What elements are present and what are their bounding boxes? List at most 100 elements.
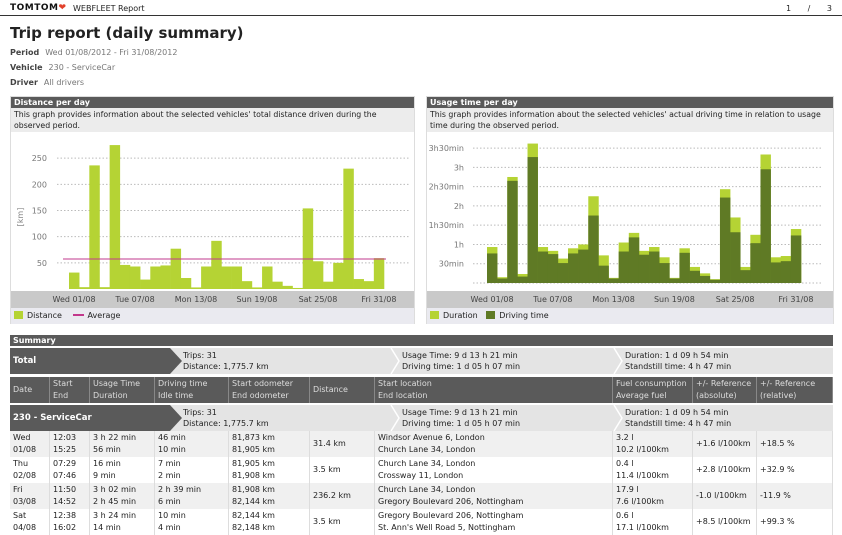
- driving-time-bar: [649, 251, 660, 283]
- y-tick-label: 1h30min: [429, 221, 464, 230]
- distance-bar: [211, 240, 222, 289]
- vehicle-duration-standstill: Duration: 1 d 09 h 54 min Standstill time…: [625, 408, 732, 428]
- vehicle-group-row: 230 - ServiceCar Trips: 31 Distance: 1,77…: [10, 405, 833, 431]
- meta-value: All drivers: [43, 78, 85, 87]
- distance-bar: [190, 287, 202, 289]
- legend-label: Average: [87, 311, 121, 320]
- x-tick-label: Mon 13/08: [592, 295, 635, 304]
- cell-day-date: Thu 02/08: [10, 457, 50, 483]
- summary-header: Summary: [10, 335, 833, 346]
- report-header-bar: TOMTOM❤ WEBFLEET Report 1 / 3: [0, 0, 842, 16]
- distance-bar: [312, 261, 324, 289]
- driving-time-bar: [719, 197, 731, 283]
- legend-swatch-driving: [486, 311, 496, 319]
- usage-chart-panel: Usage time per day This graph provides i…: [426, 96, 834, 324]
- cell-usage-duration: 3 h 22 min 56 min: [90, 431, 155, 457]
- y-tick-label: 2h: [454, 202, 464, 211]
- meta-period: Period Wed 01/08/2012 - Fri 31/08/2012: [10, 48, 177, 57]
- x-tick-label: Wed 01/08: [470, 295, 514, 304]
- legend-swatch-distance: [14, 311, 23, 319]
- meta-label: Vehicle: [10, 63, 43, 72]
- distance-bar: [150, 266, 161, 289]
- x-tick-label: Fri 31/08: [361, 295, 397, 304]
- cell-day-date: Sat 04/08: [10, 509, 50, 535]
- distance-bar: [69, 272, 80, 289]
- legend-line-average: [72, 314, 84, 316]
- driving-time-bar: [638, 254, 650, 283]
- distance-bar: [333, 262, 344, 289]
- y-tick-label: 50: [37, 259, 47, 268]
- cell-ref-abs: +2.8 l/100km: [693, 457, 757, 483]
- y-tick-label: 1h: [454, 240, 464, 249]
- cell-distance: 3.5 km: [310, 509, 375, 535]
- distance-bar: [160, 265, 171, 289]
- column-header[interactable]: +/- Reference (absolute): [693, 377, 757, 403]
- driving-time-bar: [628, 237, 640, 283]
- cell-usage-duration: 3 h 24 min 14 min: [90, 509, 155, 535]
- app-title: WEBFLEET Report: [73, 4, 145, 13]
- cell-driving-idle: 7 min 2 min: [155, 457, 229, 483]
- x-tick-label: Wed 01/08: [52, 295, 96, 304]
- x-axis-band: Wed 01/08 Tue 07/08 Mon 13/08 Sun 19/08 Sat …: [11, 291, 414, 308]
- column-header[interactable]: Start odometer End odometer: [229, 377, 310, 403]
- driving-time-bar: [790, 235, 802, 283]
- chart-legend: Distance Average: [11, 308, 414, 324]
- cell-odo-start-odo-end: 81,908 km 82,144 km: [229, 483, 310, 509]
- page-current: 1: [786, 4, 792, 13]
- cell-ref-rel: +99.3 %: [757, 509, 833, 535]
- x-tick-label: Sat 25/08: [298, 295, 338, 304]
- legend-label: Distance: [27, 311, 62, 320]
- y-tick-label: 3h: [454, 163, 464, 172]
- total-usage-driving: Usage Time: 9 d 13 h 21 min Driving time:…: [402, 351, 521, 371]
- column-header[interactable]: +/- Reference (relative): [757, 377, 833, 403]
- cell-ref-abs: -1.0 l/100km: [693, 483, 757, 509]
- x-tick-label: Sun 19/08: [236, 295, 278, 304]
- distance-bar: [241, 281, 253, 289]
- vehicle-trips-distance: Trips: 31 Distance: 1,775.7 km: [183, 408, 269, 428]
- driving-time-bar: [588, 215, 599, 283]
- column-header[interactable]: Date: [10, 377, 50, 403]
- distance-bar: [231, 266, 243, 289]
- cell-driving-idle: 46 min 10 min: [155, 431, 229, 457]
- table-row: Thu 02/08 07:29 07:46 16 min 9 min 7 min 2 min 8…: [10, 457, 833, 483]
- cell-odo-start-odo-end: 81,905 km 81,908 km: [229, 457, 310, 483]
- driving-time-bar: [659, 263, 670, 283]
- distance-bar: [323, 281, 334, 289]
- driving-time-bar: [527, 157, 538, 283]
- driving-time-bar: [487, 253, 498, 283]
- cell-ref-abs: +8.5 l/100km: [693, 509, 757, 535]
- column-header[interactable]: Distance: [310, 377, 375, 403]
- cell-distance: 236.2 km: [310, 483, 375, 509]
- driving-time-bar: [568, 253, 579, 283]
- cell-day-date: Wed 01/08: [10, 431, 50, 457]
- driving-time-bar: [730, 232, 741, 283]
- chevron-divider-icon: [390, 348, 400, 374]
- chevron-divider-icon: [390, 405, 400, 431]
- distance-bar: [109, 145, 121, 289]
- distance-bar: [140, 279, 151, 289]
- distance-bar: [119, 264, 131, 289]
- distance-chart-panel: Distance per day This graph provides inf…: [10, 96, 415, 324]
- column-header[interactable]: Start End: [50, 377, 90, 403]
- driving-time-bar: [557, 263, 569, 283]
- meta-driver: Driver All drivers: [10, 78, 84, 87]
- column-header[interactable]: Start location End location: [375, 377, 613, 403]
- cell-driving-idle: 2 h 39 min 6 min: [155, 483, 229, 509]
- summary-total-row: Total Trips: 31 Distance: 1,775.7 km Usag…: [10, 348, 833, 374]
- column-header[interactable]: Usage Time Duration: [90, 377, 155, 403]
- column-header[interactable]: Fuel consumption Average fuel: [613, 377, 693, 403]
- distance-bar: [373, 258, 385, 289]
- driving-time-bar: [608, 278, 619, 283]
- cell-usage-duration: 16 min 9 min: [90, 457, 155, 483]
- distance-bar: [292, 287, 304, 289]
- cell-fuel-avg-fuel: 3.2 l 10.2 l/100km: [613, 431, 693, 457]
- distance-bar: [129, 266, 141, 289]
- driving-time-bar: [598, 265, 609, 283]
- driving-time-bar: [547, 254, 559, 283]
- x-tick-label: Sun 19/08: [653, 295, 695, 304]
- y-tick-label: 30min: [439, 260, 464, 269]
- meta-vehicle: Vehicle 230 - ServiceCar: [10, 63, 115, 72]
- cell-start-end: 12:03 15:25: [50, 431, 90, 457]
- column-header[interactable]: Driving time Idle time: [155, 377, 229, 403]
- tomtom-logo: TOMTOM❤: [10, 3, 67, 13]
